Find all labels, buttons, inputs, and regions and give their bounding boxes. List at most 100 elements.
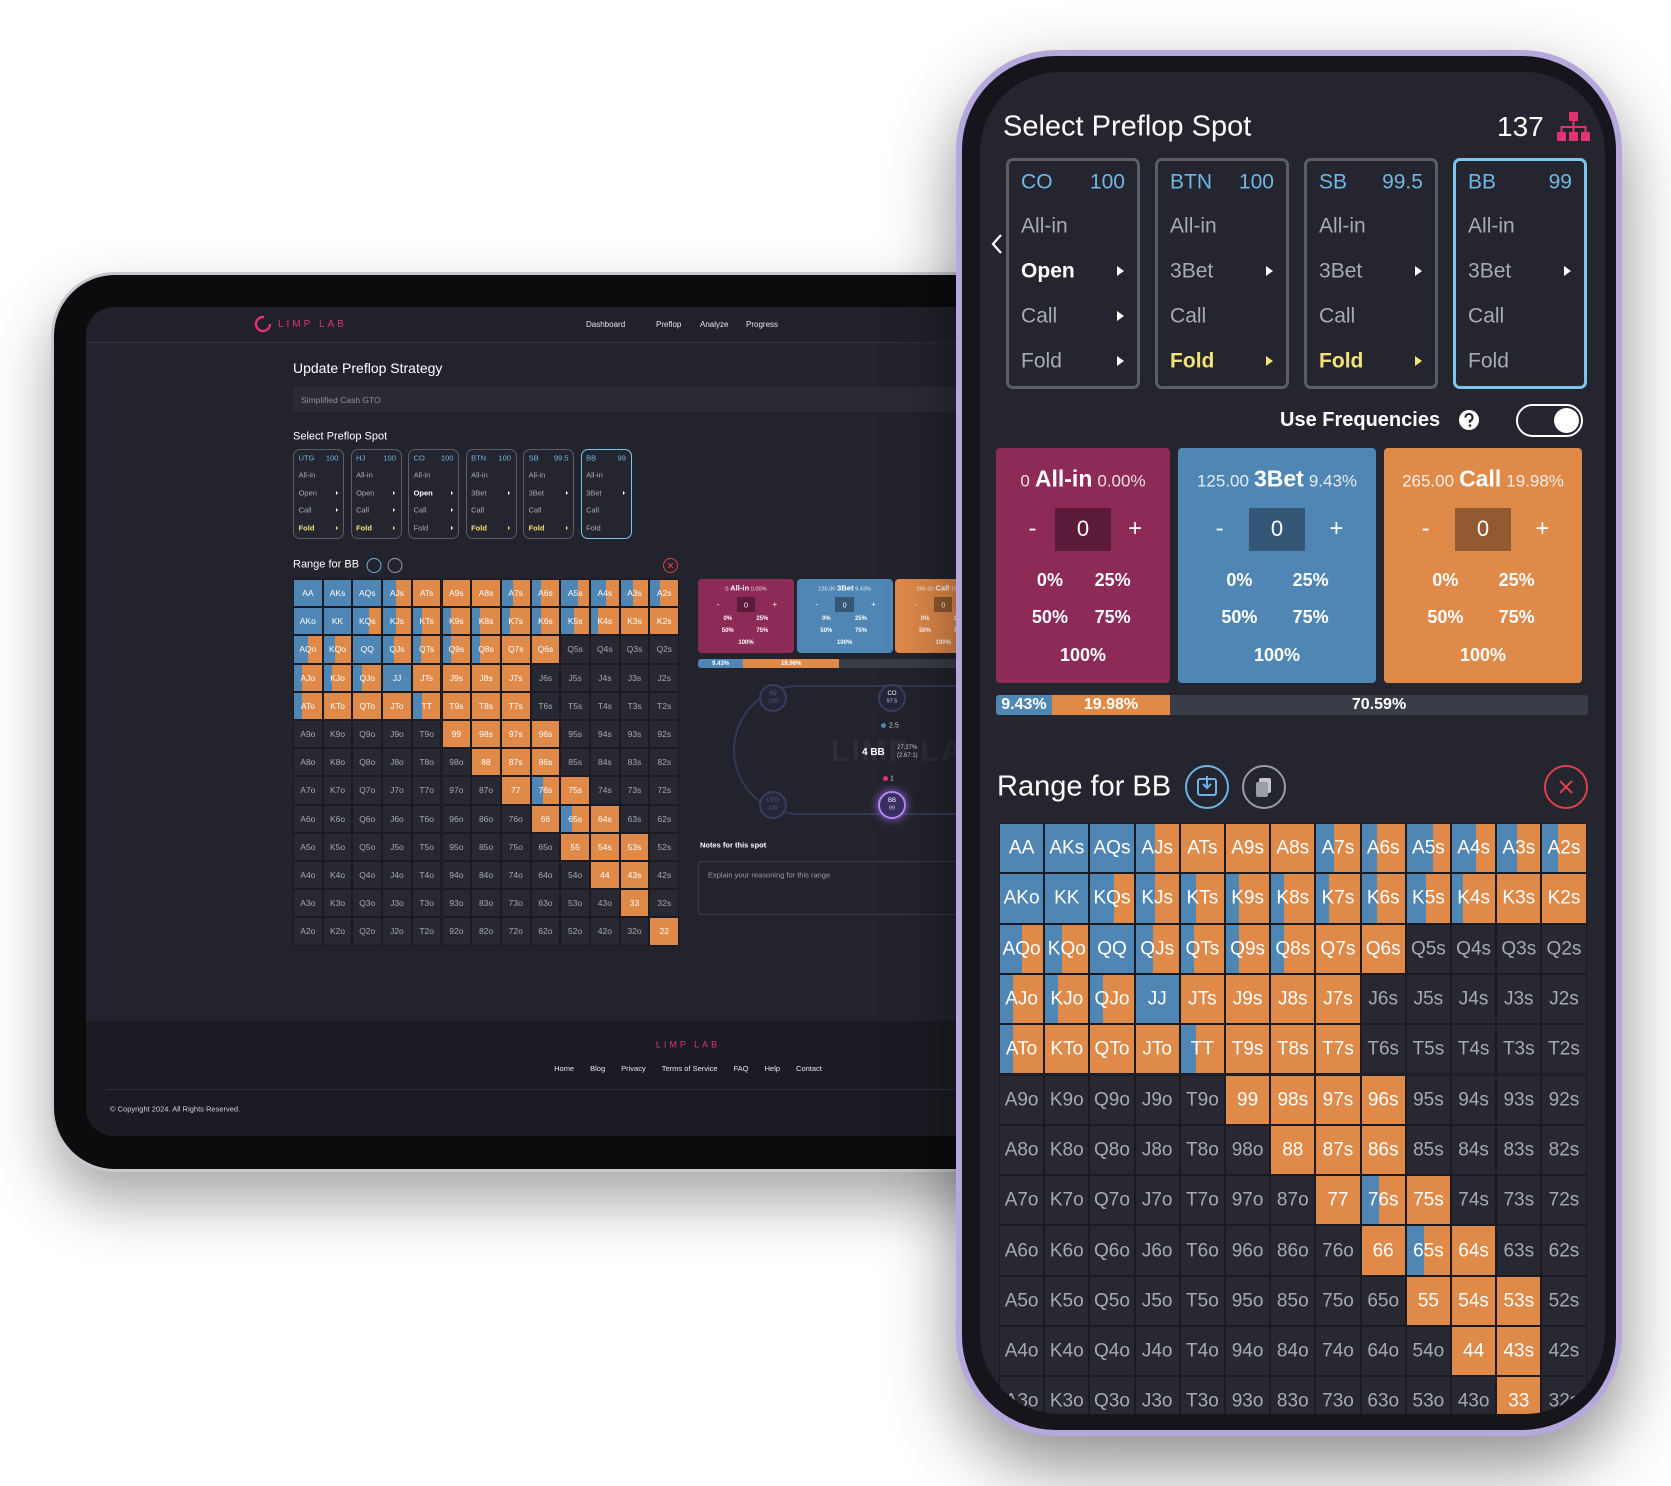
hand-cell[interactable]: 65s [560,804,590,833]
action-option[interactable]: Call [586,505,599,515]
hand-cell[interactable]: Q9o [1089,1074,1135,1125]
hand-cell[interactable]: Q7o [352,776,383,805]
hand-cell[interactable]: 22 [649,917,680,946]
action-option[interactable]: Fold [356,523,372,533]
hand-cell[interactable]: J4o [382,861,412,890]
hand-cell[interactable]: 32s [1541,1376,1587,1414]
seat[interactable] [759,791,787,819]
action-option[interactable]: 3Bet [471,488,487,497]
action-option[interactable]: Call [298,505,312,515]
hand-cell[interactable]: AQo [293,635,323,664]
hand-cell[interactable]: 97o [1225,1175,1271,1226]
action-option[interactable]: All-in [1021,214,1068,238]
hand-cell[interactable]: A4o [999,1326,1045,1377]
hand-cell[interactable]: AJo [293,663,323,692]
logo-text[interactable]: LIMP LAB [278,319,347,330]
hand-cell[interactable]: J4s [590,663,620,692]
hand-cell[interactable]: 66 [530,804,561,833]
hand-cell[interactable]: QTo [352,691,383,720]
hand-cell[interactable]: K4s [1451,873,1497,924]
hand-cell[interactable]: 77 [500,776,531,805]
hand-cell[interactable]: 82s [649,748,680,777]
hand-cell[interactable]: 52s [1541,1275,1587,1326]
hand-cell[interactable]: A2s [649,579,680,608]
preset-button[interactable]: 0% [1432,569,1459,590]
hand-cell[interactable]: AJo [999,973,1045,1025]
seat[interactable] [878,791,906,819]
hand-cell[interactable]: 72o [500,917,531,946]
hand-cell[interactable]: Q7o [1089,1175,1135,1226]
hand-cell[interactable]: TT [411,691,442,720]
hand-cell[interactable]: K5o [1044,1275,1090,1326]
hand-cell[interactable]: 98o [1225,1124,1271,1176]
hand-cell[interactable]: A5s [1405,823,1451,874]
preset-button[interactable]: 50% [820,628,833,635]
hand-cell[interactable]: T9o [1179,1074,1225,1125]
hand-cell[interactable]: 95o [1225,1275,1271,1326]
hand-cell[interactable]: Q5o [1089,1275,1135,1326]
action-option[interactable]: Fold [1319,349,1364,373]
hand-cell[interactable]: QTo [1089,1024,1135,1075]
preset-button[interactable]: 75% [1498,607,1535,628]
hand-cell[interactable]: 54o [1405,1326,1451,1377]
action-option[interactable]: All-in [356,470,373,480]
hand-cell[interactable]: QTs [411,635,442,664]
hand-cell[interactable]: 98o [441,748,472,777]
hand-cell[interactable]: QJo [1089,973,1135,1025]
hand-cell[interactable]: 62s [649,804,680,833]
hand-cell[interactable]: K2s [1541,873,1587,924]
preset-button[interactable]: 75% [756,628,769,635]
hand-cell[interactable]: 63s [619,804,650,833]
preset-button[interactable]: 0% [1036,569,1063,590]
hand-cell[interactable]: 64o [530,861,561,890]
hand-cell[interactable]: A3s [619,579,650,608]
hand-cell[interactable]: K9o [1044,1074,1090,1125]
hand-cell[interactable]: 32o [619,917,650,946]
import-button[interactable] [1184,764,1230,810]
hand-cell[interactable]: Q4s [590,635,620,664]
hand-cell[interactable]: Q8s [1270,923,1316,974]
preset-button[interactable]: 100% [1059,644,1107,665]
hand-cell[interactable]: T2o [411,917,442,946]
count-box[interactable] [934,597,953,612]
increment[interactable]: + [772,599,778,609]
hand-cell[interactable]: T9s [441,691,472,720]
hand-cell[interactable]: J8o [382,748,412,777]
help-icon[interactable] [1458,409,1480,431]
action-option[interactable]: All-in [1468,214,1515,238]
tree-icon[interactable] [1556,110,1590,144]
hand-cell[interactable]: 88 [471,748,501,777]
hand-cell[interactable]: A8o [999,1124,1045,1176]
hand-cell[interactable]: A9s [441,579,472,608]
hand-cell[interactable]: K9s [1225,873,1271,924]
hand-cell[interactable]: K6s [1360,873,1406,924]
hand-cell[interactable]: T3s [619,691,650,720]
hand-cell[interactable]: Q2s [649,635,680,664]
hand-cell[interactable]: Q6o [1089,1225,1135,1276]
hand-cell[interactable]: J9s [441,663,472,692]
action-option[interactable]: All-in [586,470,603,480]
hand-cell[interactable]: 83o [471,889,501,918]
position-card[interactable]: BTN 100 All-in 3Bet Call Fold [1155,158,1289,389]
action-option[interactable]: Call [356,505,369,515]
hand-cell[interactable]: 74o [1315,1326,1361,1377]
hand-cell[interactable]: 32s [649,889,680,918]
hand-cell[interactable]: T6s [1360,1024,1406,1075]
hand-cell[interactable]: K4o [322,861,353,890]
hand-cell[interactable]: T8o [411,748,442,777]
hand-cell[interactable]: J5s [560,663,590,692]
hand-cell[interactable]: J9o [382,720,412,749]
hand-cell[interactable]: AKs [1044,823,1090,874]
increment[interactable]: + [1329,515,1344,543]
hand-cell[interactable]: Q5o [352,832,383,861]
preset-button[interactable]: 100% [738,640,754,647]
preset-button[interactable]: 75% [854,628,867,635]
hand-cell[interactable]: 73o [500,889,531,918]
hand-cell[interactable]: Q9s [1225,923,1271,974]
hand-cell[interactable]: 44 [590,861,620,890]
hand-cell[interactable]: 53o [560,889,590,918]
preset-button[interactable]: 0% [723,616,733,623]
action-option[interactable]: Fold [586,523,601,533]
hand-cell[interactable]: Q6o [352,804,383,833]
hand-cell[interactable]: Q8s [471,635,501,664]
